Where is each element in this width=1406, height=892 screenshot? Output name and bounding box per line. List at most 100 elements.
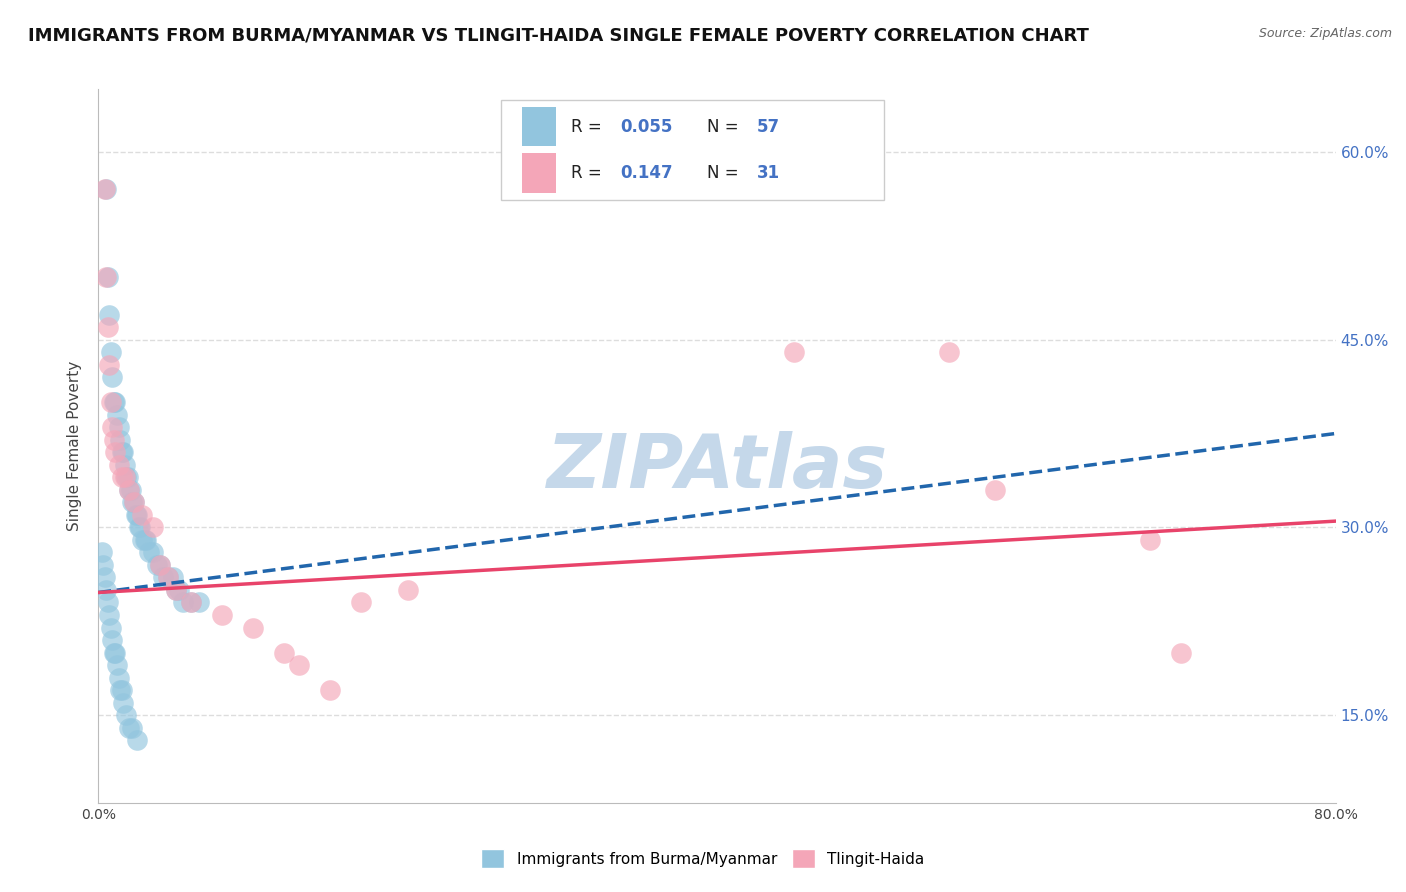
Text: R =: R = bbox=[571, 164, 607, 182]
Point bbox=[1170, 646, 1192, 660]
Text: IMMIGRANTS FROM BURMA/MYANMAR VS TLINGIT-HAIDA SINGLE FEMALE POVERTY CORRELATION: IMMIGRANTS FROM BURMA/MYANMAR VS TLINGIT… bbox=[28, 27, 1090, 45]
Text: 0.055: 0.055 bbox=[620, 118, 673, 136]
Point bbox=[165, 582, 187, 597]
Point bbox=[98, 308, 121, 322]
Point bbox=[118, 483, 141, 497]
Point bbox=[211, 607, 233, 622]
Point bbox=[146, 558, 169, 572]
Point bbox=[120, 483, 142, 497]
Point bbox=[124, 508, 146, 522]
Point bbox=[90, 545, 112, 559]
Point bbox=[103, 395, 125, 409]
Point bbox=[1139, 533, 1161, 547]
Point bbox=[142, 545, 165, 559]
Bar bbox=[522, 153, 557, 193]
Point bbox=[121, 495, 143, 509]
Point bbox=[96, 270, 118, 285]
Point bbox=[100, 395, 122, 409]
Point bbox=[149, 558, 172, 572]
Point bbox=[111, 470, 134, 484]
Point bbox=[100, 621, 122, 635]
Point bbox=[127, 508, 149, 522]
Bar bbox=[522, 107, 557, 146]
Text: R =: R = bbox=[571, 118, 607, 136]
Point bbox=[93, 182, 115, 196]
Point bbox=[129, 520, 152, 534]
Text: 0.147: 0.147 bbox=[620, 164, 673, 182]
Point bbox=[121, 721, 143, 735]
Point bbox=[319, 683, 342, 698]
Point bbox=[107, 420, 129, 434]
Point bbox=[173, 595, 195, 609]
Text: Source: ZipAtlas.com: Source: ZipAtlas.com bbox=[1258, 27, 1392, 40]
Point bbox=[103, 433, 125, 447]
Point bbox=[122, 495, 145, 509]
Point bbox=[105, 658, 128, 673]
Point bbox=[131, 533, 153, 547]
Point bbox=[149, 558, 172, 572]
Point bbox=[115, 708, 138, 723]
Point bbox=[107, 671, 129, 685]
Point bbox=[117, 470, 139, 484]
Text: 57: 57 bbox=[756, 118, 780, 136]
Point bbox=[157, 570, 180, 584]
Point bbox=[104, 445, 127, 459]
Point bbox=[138, 545, 160, 559]
Point bbox=[105, 408, 128, 422]
FancyBboxPatch shape bbox=[501, 100, 884, 200]
Point bbox=[127, 733, 149, 747]
Text: 31: 31 bbox=[756, 164, 780, 182]
Point bbox=[118, 483, 141, 497]
Point bbox=[96, 182, 118, 196]
Point bbox=[104, 395, 127, 409]
Point bbox=[157, 570, 180, 584]
Point bbox=[165, 582, 187, 597]
Point bbox=[242, 621, 264, 635]
Point bbox=[103, 646, 125, 660]
Point bbox=[98, 607, 121, 622]
Point bbox=[273, 646, 295, 660]
Point bbox=[97, 270, 120, 285]
Point bbox=[108, 433, 131, 447]
Point bbox=[783, 345, 806, 359]
Point bbox=[96, 582, 118, 597]
Point bbox=[91, 558, 114, 572]
Text: N =: N = bbox=[707, 118, 744, 136]
Point bbox=[288, 658, 311, 673]
Point bbox=[101, 420, 124, 434]
Point bbox=[101, 370, 124, 384]
Point bbox=[180, 595, 202, 609]
Point bbox=[984, 483, 1007, 497]
Text: N =: N = bbox=[707, 164, 744, 182]
Legend: Immigrants from Burma/Myanmar, Tlingit-Haida: Immigrants from Burma/Myanmar, Tlingit-H… bbox=[474, 841, 932, 875]
Point bbox=[167, 582, 190, 597]
Point bbox=[112, 445, 135, 459]
Point bbox=[108, 683, 131, 698]
Point bbox=[97, 595, 120, 609]
Point bbox=[134, 533, 156, 547]
Point bbox=[112, 696, 135, 710]
Point bbox=[111, 445, 134, 459]
Point bbox=[180, 595, 202, 609]
Point bbox=[128, 520, 150, 534]
Point bbox=[93, 570, 115, 584]
Point bbox=[142, 520, 165, 534]
Text: ZIPAtlas: ZIPAtlas bbox=[547, 431, 887, 504]
Point bbox=[350, 595, 373, 609]
Point bbox=[135, 533, 157, 547]
Point bbox=[188, 595, 211, 609]
Point bbox=[114, 458, 136, 472]
Point bbox=[97, 320, 120, 334]
Point bbox=[118, 721, 141, 735]
Point bbox=[152, 570, 174, 584]
Point bbox=[100, 345, 122, 359]
Point bbox=[107, 458, 129, 472]
Point bbox=[101, 633, 124, 648]
Point bbox=[122, 495, 145, 509]
Point bbox=[162, 570, 184, 584]
Point bbox=[396, 582, 419, 597]
Point bbox=[98, 358, 121, 372]
Point bbox=[938, 345, 960, 359]
Point bbox=[111, 683, 134, 698]
Point bbox=[115, 470, 138, 484]
